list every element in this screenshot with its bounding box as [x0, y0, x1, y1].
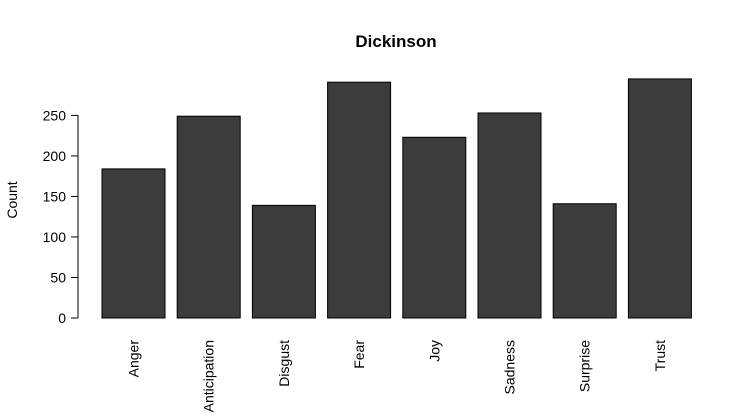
bar-joy [402, 136, 467, 319]
x-axis-labels: Anger Anticipation Disgust Fear Joy Sadness Su… [126, 340, 668, 413]
bar-disgust [251, 204, 316, 319]
y-axis-title: Count [4, 181, 20, 218]
bar-sadness [477, 112, 542, 319]
x-tick-label-disgust: Disgust [276, 340, 292, 387]
x-tick-label-sadness: Sadness [502, 340, 518, 394]
bar-trust [627, 78, 692, 319]
x-tick-label-joy: Joy [426, 340, 442, 362]
y-tick-label: 200 [43, 148, 67, 164]
bar-anger [101, 168, 166, 319]
x-tick-label-surprise: Surprise [577, 340, 593, 392]
bar-fear [327, 81, 392, 319]
x-tick-label-anticipation: Anticipation [201, 340, 217, 412]
y-tick-label: 250 [43, 107, 67, 123]
y-tick-label: 100 [43, 229, 67, 245]
y-tick-label: 150 [43, 188, 67, 204]
bar-anticipation [176, 115, 241, 319]
chart-title: Dickinson [355, 32, 436, 51]
y-tick-label: 50 [50, 269, 66, 285]
x-tick-label-fear: Fear [351, 340, 367, 369]
bar-surprise [552, 203, 617, 319]
x-tick-label-trust: Trust [652, 340, 668, 371]
y-tick-label: 0 [58, 310, 66, 326]
bars [101, 78, 692, 319]
y-axis-ticks: 0 50 100 150 200 250 [43, 107, 78, 326]
x-tick-label-anger: Anger [126, 340, 142, 378]
